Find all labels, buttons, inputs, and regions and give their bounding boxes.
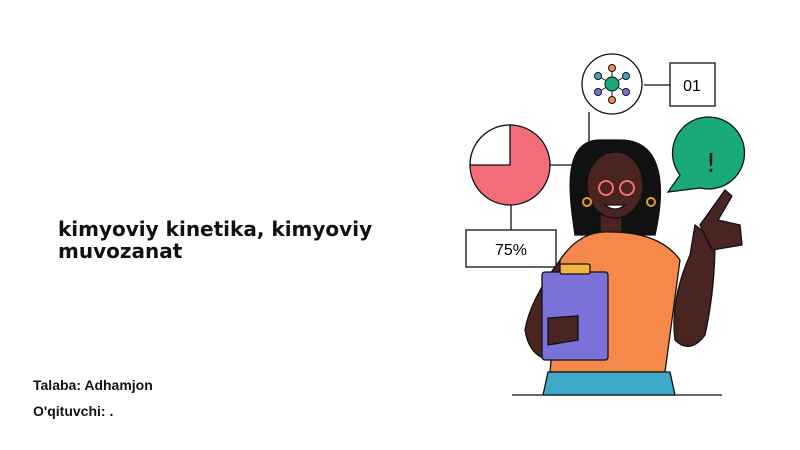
svg-text:!: ! bbox=[706, 149, 716, 179]
pie-chart-icon bbox=[469, 124, 551, 206]
teacher-illustration: 01 75% ! bbox=[465, 53, 746, 396]
percent-box bbox=[465, 229, 557, 268]
alert-bubble-icon: ! bbox=[666, 116, 746, 193]
person-figure bbox=[524, 139, 743, 396]
number-label: 01 bbox=[683, 78, 701, 95]
student-name: Talaba: Adhamjon bbox=[33, 377, 153, 393]
teacher-name: O'qituvchi: . bbox=[33, 403, 114, 419]
percent-label: 75% bbox=[495, 242, 527, 259]
slide-title: kimyoviy kinetika, kimyoviy muvozanat bbox=[58, 217, 373, 263]
number-box bbox=[669, 62, 716, 107]
network-icon bbox=[581, 53, 643, 115]
